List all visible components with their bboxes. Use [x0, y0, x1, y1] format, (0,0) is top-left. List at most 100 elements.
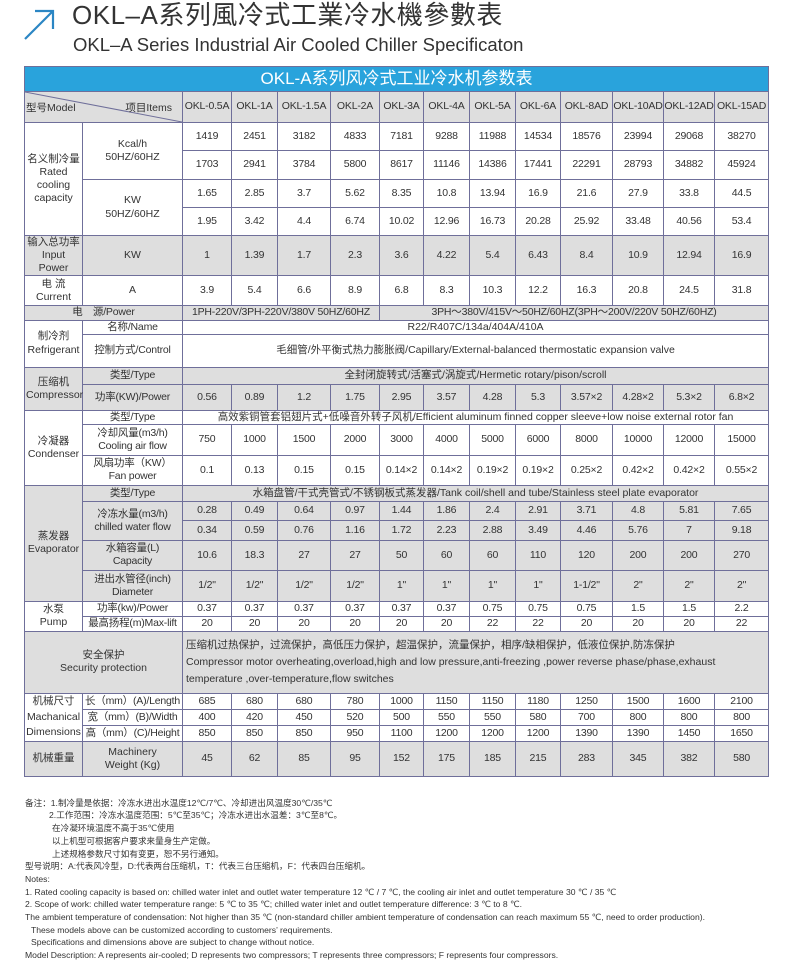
value-cell: 850: [277, 724, 331, 742]
model-header-row: 型号Model 项目Items OKL-0.5A OKL-1A OKL-1.5A OK…: [24, 91, 770, 123]
note-line: Model Description: A represents air-cool…: [25, 950, 559, 960]
value-cell: 20: [560, 615, 613, 632]
value-cell: 2": [713, 569, 770, 602]
value-cell: 8.3: [423, 275, 470, 307]
value-cell: 7181: [379, 122, 424, 151]
diameter-label-cn: 进出水管径(inch): [94, 572, 171, 585]
diameter-label-en: Diameter: [112, 585, 153, 598]
value-cell: 0.89: [231, 383, 278, 411]
value-cell: 8.9: [330, 275, 380, 307]
note-line: 以上机型可根据客户要求来量身生产定做。: [52, 835, 216, 846]
chilled-flow-label: 冷冻水量(m3/h) chilled water flow: [82, 500, 183, 541]
value-cell: 60: [469, 539, 516, 571]
value-cell: 2.2: [713, 600, 770, 617]
value-cell: 270: [713, 539, 770, 571]
model-header-cell: OKL-6A: [515, 91, 561, 123]
value-cell: 0.97: [330, 500, 380, 521]
value-cell: 0.19×2: [469, 454, 516, 486]
value-cell: 1.86: [423, 500, 470, 521]
value-cell: 12000: [663, 423, 715, 456]
model-header-cell: OKL-8AD: [560, 91, 613, 123]
value-cell: 1650: [713, 724, 770, 742]
value-cell: 23994: [612, 122, 664, 151]
note-line: 备注：1.制冷量是依据：冷冻水进出水温度12℃/7℃、冷却进出风温度30℃/35…: [25, 797, 333, 808]
value-cell: 4.46: [560, 519, 613, 541]
security-text: 压缩机过热保护，过流保护，高低压力保护，超温保护，流量保护，相序/缺相保护，低液…: [181, 630, 770, 694]
height-label: 高（mm）(C)/Height: [82, 724, 183, 742]
value-cell: 0.15: [330, 454, 380, 486]
value-cell: 200: [663, 539, 715, 571]
value-cell: 16.9: [713, 234, 770, 277]
value-cell: 2": [612, 569, 664, 602]
value-cell: 1.65: [182, 179, 232, 208]
value-cell: 0.19×2: [515, 454, 561, 486]
input-power-label: 输入总功率 Input Power: [24, 234, 83, 277]
value-cell: 950: [330, 724, 380, 742]
value-cell: 20: [330, 615, 380, 632]
refrigerant-label-cn: 制冷剂: [37, 330, 70, 343]
condenser-label: 冷凝器 Condenser: [24, 409, 83, 486]
compressor-type-label: 类型/Type: [82, 366, 183, 385]
value-cell: 20.28: [515, 207, 561, 236]
value-cell: 8617: [379, 150, 424, 180]
chilled-label-en: chilled water flow: [94, 520, 171, 533]
value-cell: 1500: [277, 423, 331, 456]
value-cell: 44.5: [713, 179, 770, 208]
value-cell: 580: [515, 708, 561, 726]
value-cell: 0.55×2: [713, 454, 770, 486]
value-cell: 21.6: [560, 179, 613, 208]
value-cell: 1000: [379, 692, 424, 710]
value-cell: 31.8: [713, 275, 770, 307]
value-cell: 2.23: [423, 519, 470, 541]
value-cell: 420: [231, 708, 278, 726]
value-cell: 1180: [515, 692, 561, 710]
value-cell: 12.94: [663, 234, 715, 277]
arrow-up-right-icon: [24, 9, 55, 40]
control-value: 毛细管/外平衡式热力膨胀阀/Capillary/External-balance…: [181, 333, 770, 368]
value-cell: 685: [182, 692, 232, 710]
table-row: 电 流 Current A 3.9 5.4 6.6 8.9 6.8 8.3 10.3 12.2 1…: [24, 275, 770, 307]
value-cell: 14386: [469, 150, 516, 180]
value-cell: 10.8: [423, 179, 470, 208]
value-cell: 1500: [612, 692, 664, 710]
value-cell: 0.42×2: [612, 454, 664, 486]
kcal-unit: Kcal/h 50HZ/60HZ: [82, 122, 183, 180]
cooling-label-cn: 名义制冷量: [27, 152, 80, 165]
airflow-label-cn: 冷却风量(m3/h): [97, 426, 168, 439]
table-row: 1.95 3.42 4.4 6.74 10.02 12.96 16.73 20.28 25.92…: [25, 207, 770, 236]
value-cell: 53.4: [713, 207, 770, 236]
value-cell: 50: [379, 539, 424, 571]
value-cell: 4.4: [277, 207, 331, 236]
input-power-label-en: Input Power: [38, 249, 69, 275]
refrigerant-name-value: R22/R407C/134a/404A/410A: [181, 319, 770, 335]
kw-unit: KW 50HZ/60HZ: [82, 179, 183, 236]
model-header-cell: OKL-10AD: [612, 91, 664, 123]
value-cell: 3.57×2: [560, 383, 613, 411]
kw-label: KW: [124, 194, 141, 207]
value-cell: 185: [469, 740, 516, 777]
value-cell: 215: [515, 740, 561, 777]
value-cell: 1/2": [330, 569, 380, 602]
table-row: 冷却风量(m3/h) Cooling air flow 750 1000 1500 20…: [25, 423, 770, 456]
fan-power-label: 风扇功率（KW） Fan power: [82, 454, 183, 486]
note-line: 2. Scope of work: chilled water temperat…: [25, 899, 523, 910]
value-cell: 34882: [663, 150, 715, 180]
value-cell: 1150: [423, 692, 470, 710]
value-cell: 40.56: [663, 207, 715, 236]
value-cell: 4.8: [612, 500, 664, 521]
fan-label-cn: 风扇功率（KW）: [93, 457, 172, 470]
diameter-label: 进出水管径(inch) Diameter: [82, 569, 183, 602]
value-cell: 2.88: [469, 519, 516, 541]
hz-label: 50HZ/60HZ: [105, 151, 160, 163]
value-cell: 10.6: [182, 539, 232, 571]
value-cell: 382: [663, 740, 715, 777]
pump-label-en: Pump: [39, 616, 68, 629]
value-cell: 20: [277, 615, 331, 632]
model-label: 型号Model: [26, 102, 76, 114]
value-cell: 5.4: [469, 234, 516, 277]
value-cell: 580: [713, 740, 770, 777]
value-cell: 450: [277, 708, 331, 726]
value-cell: 3.7: [277, 179, 331, 208]
current-unit: A: [82, 275, 183, 307]
content: OKL-A系列风冷式工业冷水机参数表 型号Model 项目Items OKL-0…: [23, 66, 770, 962]
